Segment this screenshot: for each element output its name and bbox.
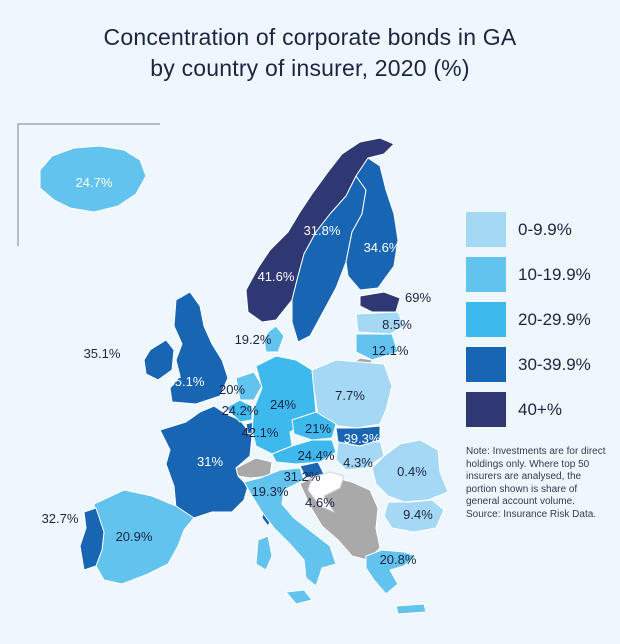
legend-swatch (466, 257, 506, 292)
bulgaria-shape (383, 499, 445, 533)
legend-item: 0-9.9% (466, 212, 591, 247)
croatia-shape (307, 471, 345, 513)
greece-shape (365, 549, 417, 595)
lithuania-value-label: 12.1% (372, 343, 409, 358)
estonia-shape (359, 291, 401, 313)
france-shape (159, 405, 253, 519)
value-labels: 24.7% 41.6% 31.8% 34.6% 69% 8.5% 12.1% 1… (42, 175, 434, 567)
legend-label: 40+% (518, 399, 562, 419)
greece-value-label: 20.8% (380, 552, 417, 567)
poland-shape (311, 359, 393, 429)
iceland-value-label: 24.7% (76, 175, 113, 190)
lithuania-shape (355, 333, 399, 361)
iceland-shape (39, 145, 147, 213)
legend-swatch (466, 302, 506, 337)
czech-shape (291, 411, 337, 441)
title-line-1: Concentration of corporate bonds in GA (103, 24, 517, 50)
sicily-shape (285, 589, 313, 605)
denmark-shape (263, 325, 285, 353)
legend-item: 40+% (466, 392, 591, 427)
luxembourg-value-label: 42.1% (242, 425, 279, 440)
germany-shape (251, 355, 317, 455)
italy-value-label: 19.3% (252, 484, 289, 499)
title-line-2: by country of insurer, 2020 (%) (150, 55, 470, 81)
finland-value-label: 34.6% (364, 240, 401, 255)
slovakia-value-label: 39.3% (344, 431, 381, 446)
belgium-shape (225, 399, 253, 423)
austria-value-label: 24.4% (298, 448, 335, 463)
germany-value-label: 24% (270, 397, 296, 412)
ireland-shape (143, 339, 175, 381)
sardinia-shape (255, 535, 273, 571)
belgium-value-label: 24.2% (222, 403, 259, 418)
uk-shape (169, 291, 229, 405)
portugal-shape (79, 507, 105, 571)
ireland-value-label: 35.1% (84, 346, 121, 361)
iceland-inset-frame (17, 123, 160, 246)
romania-value-label: 0.4% (397, 464, 427, 479)
denmark-value-label: 19.2% (235, 332, 272, 347)
uk-value-label: 35.1% (168, 374, 205, 389)
bulgaria-value-label: 9.4% (403, 507, 433, 522)
legend: 0-9.9% 10-19.9% 20-29.9% 30-39.9% 40+% (466, 212, 591, 437)
sweden-value-label: 31.8% (304, 223, 341, 238)
legend-item: 30-39.9% (466, 347, 591, 382)
legend-item: 10-19.9% (466, 257, 591, 292)
poland-value-label: 7.7% (335, 388, 365, 403)
italy-shape (243, 467, 337, 587)
austria-shape (271, 439, 337, 465)
portugal-value-label: 32.7% (42, 511, 79, 526)
legend-swatch (466, 392, 506, 427)
croatia-value-label: 4.6% (305, 495, 335, 510)
czech-value-label: 21% (305, 421, 331, 436)
france-value-label: 31% (197, 454, 223, 469)
finland-shape (345, 157, 399, 291)
source-note: Note: Investments are for direct holding… (466, 446, 606, 520)
legend-label: 30-39.9% (518, 354, 591, 374)
netherlands-shape (235, 371, 263, 401)
legend-item: 20-29.9% (466, 302, 591, 337)
legend-label: 0-9.9% (518, 219, 572, 239)
latvia-shape (355, 311, 405, 335)
crete-shape (395, 603, 427, 615)
legend-label: 10-19.9% (518, 264, 591, 284)
norway-value-label: 41.6% (258, 269, 295, 284)
legend-swatch (466, 212, 506, 247)
estonia-value-label: 69% (405, 290, 431, 305)
chart-title: Concentration of corporate bonds in GA b… (0, 22, 620, 84)
hungary-value-label: 4.3% (343, 455, 373, 470)
legend-swatch (466, 347, 506, 382)
romania-shape (371, 439, 449, 503)
netherlands-value-label: 20% (219, 382, 245, 397)
spain-value-label: 20.9% (116, 529, 153, 544)
countries (39, 137, 449, 615)
latvia-value-label: 8.5% (382, 317, 412, 332)
slovenia-value-label: 31.2% (284, 469, 321, 484)
hungary-shape (335, 439, 385, 471)
legend-label: 20-29.9% (518, 309, 591, 329)
